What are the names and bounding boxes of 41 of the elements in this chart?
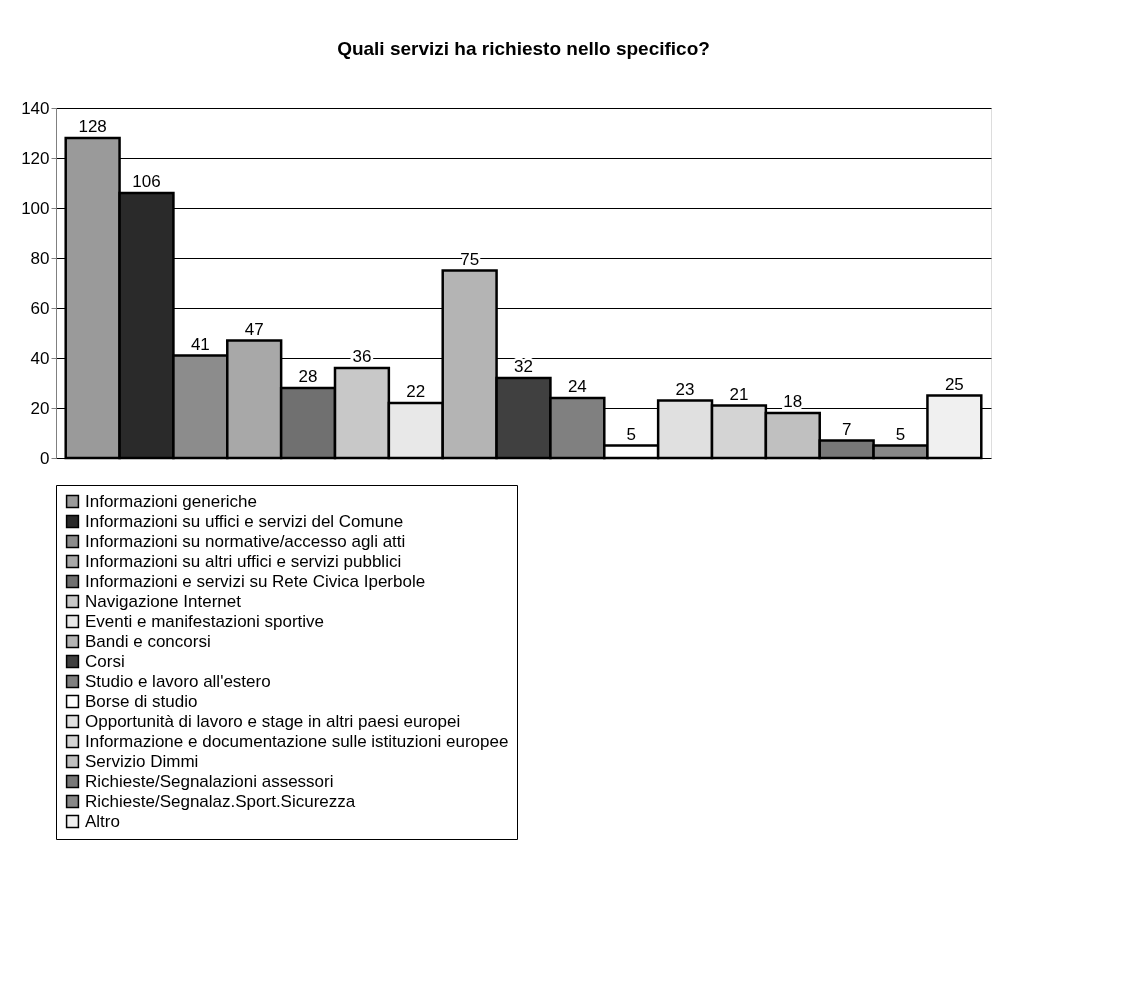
legend-label: Informazioni e servizi su Rete Civica Iperbole — [85, 571, 426, 591]
legend-label: Informazioni su normative/accesso agli atti — [85, 531, 406, 551]
legend-label: Studio e lavoro all'estero — [85, 671, 271, 691]
legend-label: Bandi e concorsi — [85, 631, 211, 651]
data-label: 24 — [567, 377, 587, 396]
legend-label: Richieste/Segnalaz.Sport.Sicurezza — [85, 791, 356, 811]
y-tick-label: 120 — [21, 148, 50, 168]
y-tick-label: 0 — [40, 448, 50, 468]
y-tick-label: 40 — [30, 348, 50, 368]
legend-label: Informazioni generiche — [85, 491, 257, 511]
y-tick-label: 60 — [30, 298, 50, 318]
legend-label: Opportunità di lavoro e stage in altri paesi europei — [85, 711, 461, 731]
data-label: 21 — [729, 384, 749, 404]
legend-label: Borse di studio — [85, 691, 198, 711]
y-tick-label: 20 — [30, 398, 50, 418]
y-tick-label: 100 — [21, 198, 50, 218]
legend-label: Servizio Dimmi — [85, 751, 199, 771]
data-label: 22 — [406, 382, 426, 401]
data-label: 25 — [944, 374, 964, 394]
data-label: 5 — [895, 424, 906, 444]
data-label: 7 — [841, 419, 852, 439]
y-tick-label: 80 — [30, 248, 50, 268]
legend-label: Richieste/Segnalazioni assessori — [85, 771, 334, 791]
legend-label: Informazione e documentazione sulle istituzioni europee — [85, 731, 509, 751]
data-label: 18 — [783, 392, 803, 411]
chart-title: Quali servizi ha richiesto nello specifico? — [337, 38, 710, 59]
data-label: 41 — [190, 334, 210, 354]
data-label: 128 — [78, 117, 107, 136]
data-label: 47 — [244, 319, 264, 339]
data-label: 32 — [514, 357, 533, 376]
legend-label: Altro — [85, 811, 120, 831]
legend-label: Eventi e manifestazioni sportive — [85, 611, 325, 631]
data-label: 23 — [675, 379, 695, 399]
data-label: 5 — [626, 424, 636, 444]
legend-label: Corsi — [85, 651, 125, 671]
data-label: 28 — [298, 367, 318, 386]
data-label: 106 — [132, 172, 161, 191]
legend-label: Informazioni su altri uffici e servizi pubblici — [85, 551, 402, 571]
legend-label: Informazioni su uffici e servizi del Comune — [85, 511, 404, 531]
legend-label: Navigazione Internet — [85, 591, 242, 611]
y-tick-label: 140 — [21, 98, 50, 118]
